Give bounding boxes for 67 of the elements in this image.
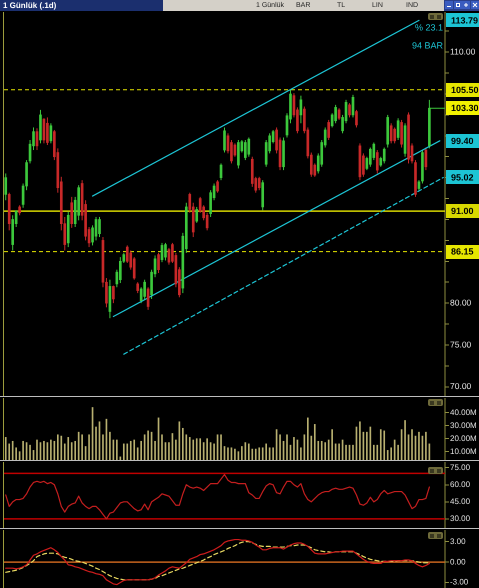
annotation: 94 BAR (412, 40, 444, 50)
candlestick (157, 252, 160, 274)
y-tick-label: 0.00 (450, 557, 466, 566)
candlestick (223, 126, 226, 154)
candlestick (234, 142, 236, 158)
candlestick (424, 147, 428, 171)
candlestick (393, 126, 396, 144)
candlestick (396, 118, 400, 140)
candlestick (237, 140, 240, 169)
candlestick (164, 242, 167, 261)
candlestick (300, 95, 302, 124)
candlestick (244, 140, 247, 161)
y-tick-label: 45.00 (450, 497, 471, 506)
candlestick (216, 180, 219, 194)
candlestick (382, 147, 386, 164)
candlestick (42, 118, 46, 144)
y-tick-label: 20.00M (450, 434, 478, 443)
candlestick (376, 150, 379, 174)
chart-title: 1 Günlük (.1d) (3, 0, 56, 11)
annotation: % 23.1 (414, 22, 443, 32)
candlestick (355, 109, 358, 128)
candlestick (143, 279, 146, 300)
candlestick (160, 242, 164, 263)
y-tick-label: 30.00M (450, 420, 478, 430)
candlestick (70, 196, 74, 228)
candlestick (18, 204, 21, 216)
candlestick (195, 206, 198, 224)
candlestick (46, 116, 49, 146)
y-tick-label: 75.00 (450, 462, 471, 472)
y-tick-label: -3.00 (450, 578, 469, 587)
data-label: 99.40 (451, 136, 474, 146)
y-tick-label: 75.00 (450, 339, 472, 350)
data-label: 95.02 (451, 172, 474, 182)
ref-line-label: 105.50 (451, 84, 479, 95)
candlestick (118, 256, 122, 284)
text: 113.79 (451, 15, 478, 26)
candlestick (36, 128, 38, 151)
y-tick-label: 70.00 (450, 381, 472, 392)
candlestick (98, 216, 101, 238)
y-tick-label: 40.00M (450, 408, 478, 417)
candlestick (146, 286, 150, 310)
candlestick (247, 136, 250, 158)
y-tick-label: 10.00M (450, 446, 478, 456)
candlestick (327, 119, 330, 140)
candlestick (400, 119, 403, 148)
y-tick-label: 60.00 (450, 480, 471, 489)
ref-line-label: 91.00 (451, 206, 474, 216)
candlestick (132, 256, 136, 280)
candlestick (390, 122, 393, 144)
candlestick (258, 176, 261, 191)
candlestick (168, 247, 170, 266)
candlestick (369, 147, 372, 168)
y-tick-label: 3.00 (450, 536, 466, 546)
candlestick (338, 108, 340, 120)
candlestick (348, 102, 351, 118)
text: 103.30 (451, 103, 479, 114)
y-tick-label: 30.00 (450, 514, 471, 524)
y-tick-label: 110.00 (450, 46, 476, 56)
ref-line-label: 86.15 (451, 246, 474, 257)
candlestick (352, 94, 354, 118)
candlestick (112, 285, 115, 304)
candlestick (220, 162, 222, 181)
candlestick (136, 282, 140, 294)
candlestick (4, 172, 8, 201)
candlestick (334, 104, 337, 124)
y-tick-label: 80.00 (450, 297, 472, 308)
candlestick (50, 122, 52, 144)
